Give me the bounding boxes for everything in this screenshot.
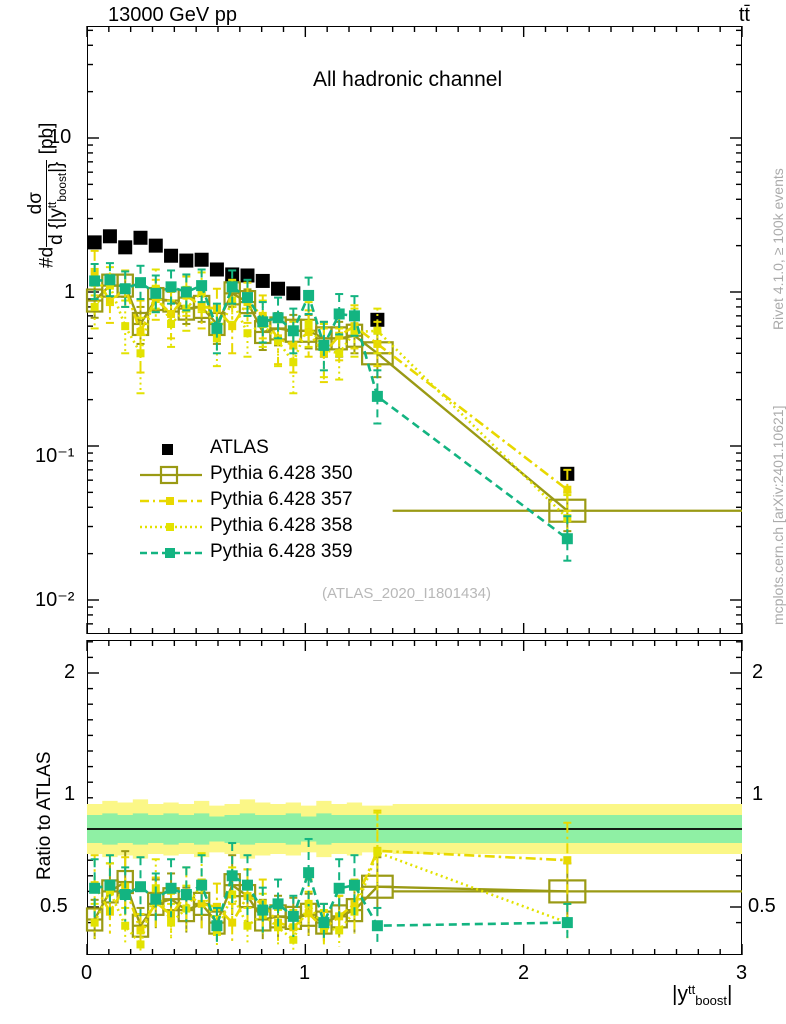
legend-entry-357[interactable]: Pythia 6.428 357 (136, 488, 396, 514)
y-axis-den-sub: boost (56, 172, 70, 202)
x-axis-label-tail: | (727, 982, 733, 1006)
watermark-label: (ATLAS_2020_I1801434) (322, 585, 492, 602)
ratio-tick-05: 0.5 (40, 895, 68, 917)
legend-swatch-359 (140, 548, 202, 558)
ratio-axis-label: Ratio to ATLAS (34, 751, 55, 881)
x-axis-label-sup: tt (687, 982, 696, 997)
ratio-plot-frame (87, 640, 742, 955)
legend-label-350: Pythia 6.428 350 (210, 463, 353, 484)
header-left: 13000 GeV pp (108, 4, 237, 26)
legend-swatch-350 (140, 465, 202, 485)
y-tick-10: 10 (49, 126, 72, 148)
legend-label-357: Pythia 6.428 357 (210, 489, 353, 510)
x-axis-label: |yttboost| (672, 982, 733, 1008)
x-axis-label-main: |y (672, 982, 688, 1006)
x-tick-2: 2 (518, 962, 530, 984)
legend-label-359: Pythia 6.428 359 (210, 541, 353, 562)
ratio-tick-1-right: 1 (752, 783, 764, 805)
legend-label-358: Pythia 6.428 358 (210, 515, 353, 536)
legend-swatch-357 (140, 497, 202, 505)
side-note-mcplots: mcplots.cern.ch [arXiv:2401.10621] (770, 405, 786, 625)
legend-entry-atlas[interactable]: ATLAS (136, 436, 396, 462)
legend-swatch-358 (140, 523, 202, 531)
legend-entry-358[interactable]: Pythia 6.428 358 (136, 514, 396, 540)
x-axis-label-sub: boost (695, 993, 728, 1009)
y-axis-den-sup: tt (46, 201, 60, 209)
ratio-tick-2: 2 (64, 661, 76, 683)
y-tick-1e-1: 10⁻¹ (35, 445, 75, 467)
y-tick-1e-2: 10⁻² (35, 589, 75, 611)
legend-entry-350[interactable]: Pythia 6.428 350 (136, 462, 396, 488)
y-tick-1: 1 (64, 281, 76, 303)
ratio-tick-1: 1 (64, 783, 76, 805)
legend: ATLAS Pythia 6.428 350 Pythia 6.428 357 … (136, 436, 396, 566)
legend-label-atlas: ATLAS (210, 437, 269, 458)
header-right: tt̄ (738, 4, 750, 26)
x-tick-1: 1 (299, 962, 311, 984)
y-axis-label-prefix: #d (36, 246, 58, 268)
y-axis-den-tail: |} (45, 161, 67, 173)
ratio-tick-2-right: 2 (752, 661, 764, 683)
ratio-tick-05-right: 0.5 (748, 895, 776, 917)
y-axis-denominator: d {|y (45, 208, 67, 245)
legend-entry-359[interactable]: Pythia 6.428 359 (136, 540, 396, 566)
y-axis-numerator: dσ (25, 159, 47, 247)
legend-swatch-atlas (162, 444, 173, 455)
plot-title: All hadronic channel (313, 68, 503, 91)
x-tick-0: 0 (81, 962, 93, 984)
x-tick-3: 3 (736, 962, 748, 984)
side-note-rivet: Rivet 4.1.0, ≥ 100k events (770, 168, 786, 330)
